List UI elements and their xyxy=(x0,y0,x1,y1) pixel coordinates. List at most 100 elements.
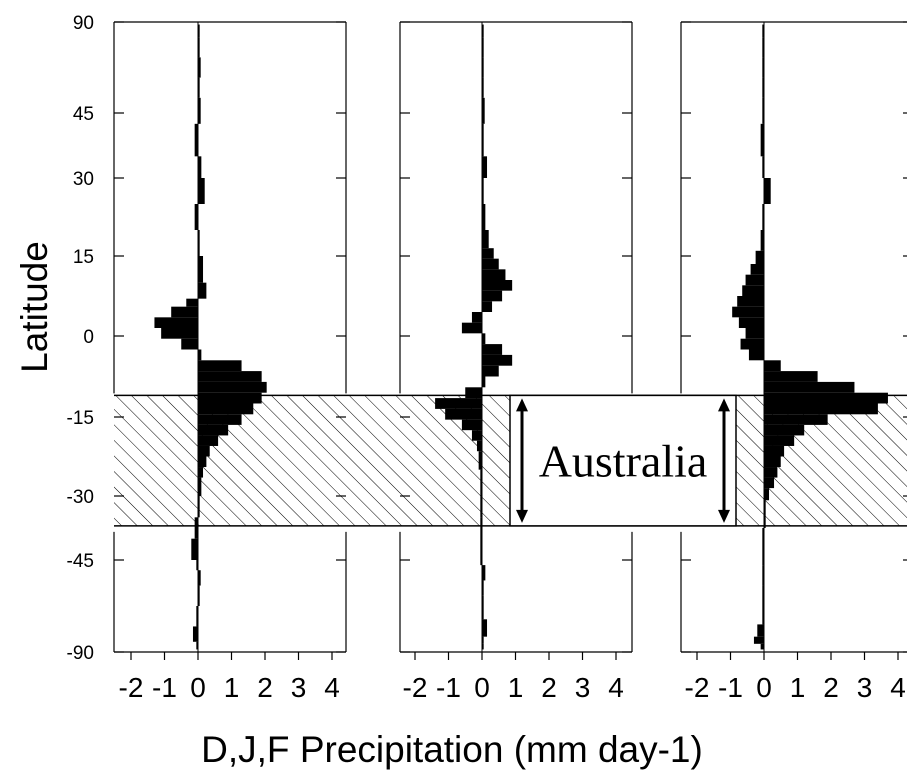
bar xyxy=(198,360,242,372)
bar xyxy=(482,156,488,178)
x-tick-label: 1 xyxy=(224,672,240,703)
bar xyxy=(762,24,764,38)
bar xyxy=(764,467,778,478)
bar xyxy=(482,365,499,377)
x-tick-label: 4 xyxy=(324,672,340,703)
bar xyxy=(482,643,484,650)
bar xyxy=(764,371,818,382)
bar xyxy=(482,280,513,291)
bar xyxy=(750,264,764,275)
bar xyxy=(764,488,770,501)
y-tick-label: 0 xyxy=(83,327,94,348)
bar xyxy=(762,585,764,606)
bar xyxy=(482,258,499,270)
y-axis-title: Latitude xyxy=(14,241,55,373)
bar xyxy=(482,595,484,620)
bar xyxy=(764,392,888,404)
bar xyxy=(198,477,202,496)
bar xyxy=(482,123,484,157)
bar xyxy=(482,24,484,38)
bar xyxy=(198,585,200,606)
x-tick-label: -1 xyxy=(718,672,743,703)
bar xyxy=(198,371,262,382)
bar xyxy=(482,580,484,596)
region-label-box xyxy=(509,394,737,527)
bar xyxy=(461,419,482,431)
panel-3: -2 -1 0 1 2 3 4 xyxy=(680,21,907,703)
bar xyxy=(482,204,486,230)
bar xyxy=(737,296,764,307)
bar xyxy=(762,37,764,58)
bar xyxy=(194,123,198,157)
x-tick-label: 3 xyxy=(291,672,307,703)
bar xyxy=(445,408,482,420)
bar xyxy=(760,643,764,650)
bar xyxy=(762,528,764,566)
bar xyxy=(762,77,764,98)
bar xyxy=(748,349,764,361)
x-tick-label: 0 xyxy=(190,672,206,703)
x-tick-label: 2 xyxy=(823,672,839,703)
bar xyxy=(435,398,482,409)
bar xyxy=(762,204,764,230)
bar xyxy=(732,306,764,318)
range-arrow-head-down xyxy=(516,509,528,523)
bar xyxy=(764,178,771,204)
bar xyxy=(757,624,764,637)
bar xyxy=(198,414,242,425)
bar xyxy=(198,403,254,415)
bar xyxy=(198,97,201,124)
bar xyxy=(482,269,506,280)
bar xyxy=(171,306,198,318)
x-tick-label: 0 xyxy=(756,672,772,703)
bar xyxy=(480,517,482,566)
bar xyxy=(186,298,198,307)
bar xyxy=(764,500,766,528)
range-arrow-head-down xyxy=(718,509,730,523)
y-tick-label: 45 xyxy=(73,104,94,125)
x-tick-label: -2 xyxy=(403,672,428,703)
bar xyxy=(764,424,805,436)
bar xyxy=(764,360,781,372)
bar xyxy=(198,424,229,436)
x-tick-label: 4 xyxy=(890,672,906,703)
bar xyxy=(194,204,198,230)
bar xyxy=(760,123,764,157)
y-tick-label: 15 xyxy=(73,247,94,268)
x-axis-title: D,J,F Precipitation (mm day-1) xyxy=(201,729,703,770)
bar xyxy=(198,496,200,518)
bar xyxy=(762,565,764,586)
bar xyxy=(476,440,482,452)
bar xyxy=(198,570,201,586)
bar xyxy=(198,178,205,204)
x-tick-label: -2 xyxy=(685,672,710,703)
region-label: Australia xyxy=(539,436,708,487)
x-tick-label: -1 xyxy=(436,672,461,703)
y-tick-label: -45 xyxy=(67,551,94,572)
x-tick-label: 4 xyxy=(608,672,624,703)
bar xyxy=(764,403,878,415)
bar xyxy=(196,560,198,571)
range-arrow-head-up xyxy=(516,398,528,412)
y-tick-label: -90 xyxy=(67,643,94,664)
bar xyxy=(482,301,493,312)
bar xyxy=(198,77,200,98)
x-tick-label: 1 xyxy=(790,672,806,703)
bar xyxy=(742,285,764,296)
bar xyxy=(482,354,513,366)
bar xyxy=(482,376,486,388)
bar xyxy=(198,467,204,478)
bar xyxy=(191,538,198,560)
x-tick-label: 2 xyxy=(257,672,273,703)
bar xyxy=(198,456,207,468)
bar xyxy=(482,290,503,302)
bar xyxy=(194,517,198,539)
x-tick-label: 3 xyxy=(575,672,591,703)
bar xyxy=(192,626,198,642)
bar xyxy=(198,156,202,178)
x-tick-label: 3 xyxy=(857,672,873,703)
bar xyxy=(198,24,200,38)
bar xyxy=(482,77,484,98)
bar xyxy=(471,312,482,323)
bar xyxy=(482,344,503,355)
